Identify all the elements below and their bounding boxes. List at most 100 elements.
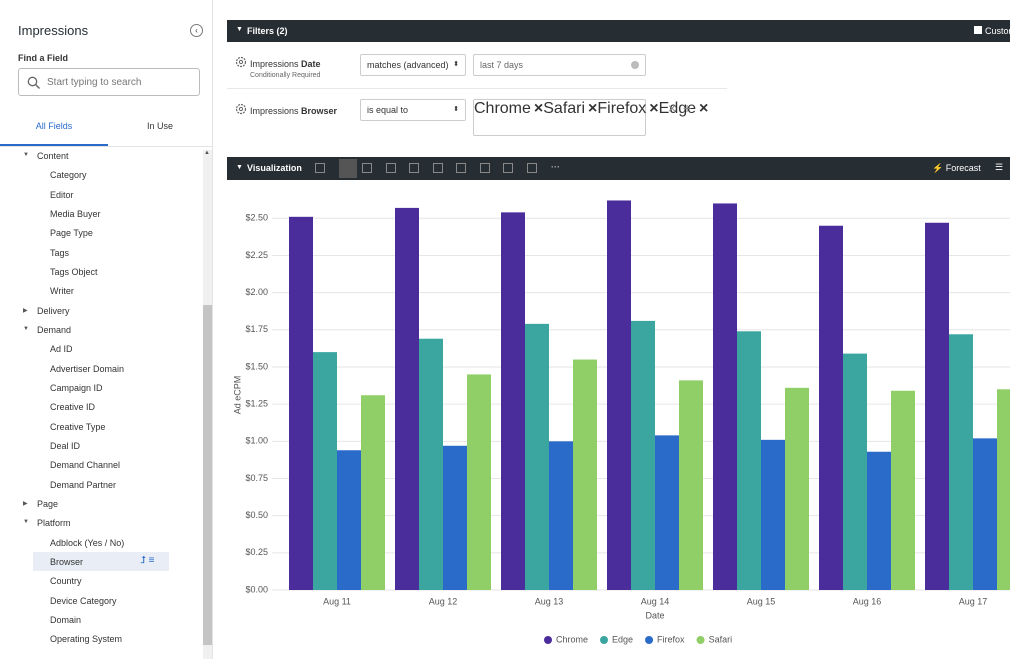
tree-item[interactable]: Creative Type	[50, 421, 106, 432]
tree-group[interactable]: Page	[37, 498, 59, 509]
search-box[interactable]: Start typing to search	[18, 68, 200, 96]
legend-label: Chrome	[556, 634, 588, 644]
bar	[891, 390, 915, 590]
visualization-title: Visualization	[247, 163, 302, 173]
tree-item[interactable]: Media Buyer	[50, 208, 101, 219]
value-input[interactable]: last 7 days	[473, 54, 646, 76]
tree-item[interactable]: Tags Object	[50, 266, 98, 277]
tag-remove: ×	[649, 100, 659, 117]
chart-type-icon[interactable]	[456, 163, 466, 173]
bar	[525, 323, 549, 590]
operator-select[interactable]: matches (advanced) ⬍	[360, 54, 466, 76]
add-button[interactable]: +	[683, 100, 692, 116]
tab-underline	[0, 144, 108, 146]
chart-type-icon[interactable]	[385, 163, 396, 173]
tag-label: Firefox	[597, 100, 647, 117]
tree-item[interactable]: Advertiser Domain	[50, 363, 125, 374]
operator-select[interactable]: is equal to ⬍	[360, 99, 466, 121]
chart-type-icon[interactable]	[479, 163, 490, 173]
chart-type-icon[interactable]	[432, 163, 443, 173]
tree-item[interactable]: Country	[50, 576, 82, 587]
row-highlight	[33, 551, 169, 571]
tree-item[interactable]: Operating System	[50, 634, 123, 645]
tree-group[interactable]: Content	[37, 151, 69, 161]
tree-item[interactable]: Adblock (Yes / No)	[50, 537, 125, 548]
y-tick-label: $1.25	[245, 399, 268, 409]
bar	[843, 353, 867, 590]
bar	[867, 451, 891, 590]
tree-item[interactable]: Writer	[50, 286, 74, 297]
tree-item[interactable]: Demand Partner	[50, 479, 117, 490]
chart-type-icon[interactable]	[362, 163, 372, 173]
tree-item[interactable]: Browser	[50, 556, 84, 567]
tag[interactable]: Firefox ×	[597, 100, 658, 117]
tree-group[interactable]: Delivery	[37, 305, 70, 316]
bar	[607, 200, 631, 590]
chart-type-icon[interactable]	[526, 163, 537, 173]
y-tick-label: $1.75	[245, 324, 268, 334]
y-axis-title: Ad eCPM	[232, 376, 242, 415]
tree-item[interactable]: Ad ID	[50, 344, 73, 355]
tree-item[interactable]: Deal ID	[50, 440, 81, 451]
tree-item[interactable]: Domain	[50, 614, 82, 625]
checkbox[interactable]	[974, 26, 982, 34]
bar	[655, 435, 679, 590]
tree-arrow: ▶	[23, 307, 28, 314]
tag-remove: ×	[699, 100, 709, 117]
bar	[337, 450, 361, 590]
tab[interactable]: All Fields	[35, 121, 73, 131]
more-icon[interactable]: ···	[551, 162, 560, 172]
tree-item[interactable]: Page Type	[50, 228, 93, 239]
legend-swatch	[544, 636, 552, 644]
tag-label: Safari	[543, 100, 586, 117]
bar	[549, 441, 573, 590]
tag[interactable]: Edge ×	[659, 100, 709, 117]
tag[interactable]: Chrome ×	[474, 100, 543, 117]
tab[interactable]: In Use	[146, 121, 173, 131]
field-tree: ▼ Content Category Editor Media Buyer Page Ty…	[0, 0, 202, 659]
bar	[501, 212, 525, 590]
bar	[679, 380, 703, 590]
gear-icon[interactable]	[235, 56, 247, 68]
scroll-arrow[interactable]: ▲	[204, 150, 210, 156]
tree-item[interactable]: Campaign ID	[50, 382, 103, 393]
gear-icon[interactable]	[235, 103, 247, 115]
bar	[419, 338, 443, 590]
legend-swatch	[696, 636, 705, 644]
custom-label: Custom	[985, 26, 1010, 36]
tree-item[interactable]: Tags	[50, 247, 70, 258]
tree-item[interactable]: Device Category	[50, 595, 117, 606]
operator: is equal to	[367, 105, 409, 115]
tree-item[interactable]: Category	[50, 170, 87, 181]
forecast[interactable]: ⚡ Forecast	[932, 163, 981, 173]
chart-type-icon[interactable]	[315, 163, 325, 173]
tree-group[interactable]: Demand	[37, 324, 72, 335]
y-tick-label: $1.50	[245, 361, 268, 371]
remove-button[interactable]: ×	[668, 100, 677, 116]
tree-item[interactable]: Demand Channel	[50, 460, 121, 471]
filters-bar[interactable]: ▼ Filters (2) Custom	[227, 20, 1010, 42]
tree-group[interactable]: Platform	[37, 518, 71, 529]
collapse-button[interactable]: ‹	[190, 24, 203, 37]
chart-type-icon[interactable]	[338, 159, 357, 178]
settings-icon[interactable]: ☰	[995, 162, 1004, 172]
chart: $0.00 $0.25 $0.50 $0.75 $1.00 $1.25 $1.50 $1.75…	[232, 200, 1010, 644]
scrollbar-thumb[interactable]	[203, 305, 212, 645]
tag-input[interactable]: Chrome ×Safari ×Firefox ×Edge ×	[473, 99, 708, 136]
visualization-bar[interactable]: ▼ Visualization ··· ⚡ Forecast ☰	[227, 157, 1010, 180]
y-tick-label: $0.50	[245, 510, 268, 520]
legend-label: Safari	[709, 634, 733, 644]
y-tick-label: $0.75	[245, 473, 268, 483]
tag[interactable]: Safari ×	[543, 100, 597, 117]
bar	[761, 439, 785, 590]
tree-item[interactable]: Editor	[50, 189, 74, 200]
chart-type-icon[interactable]	[409, 163, 419, 173]
x-tick-label: Aug 12	[429, 596, 458, 606]
tag-remove: ×	[588, 100, 598, 117]
tree-arrow: ▼	[23, 152, 29, 158]
legend-swatch	[600, 636, 609, 644]
bar	[395, 207, 419, 590]
tree-arrow: ▶	[23, 500, 28, 507]
tree-item[interactable]: Creative ID	[50, 402, 96, 413]
chart-type-icon[interactable]	[503, 163, 513, 173]
